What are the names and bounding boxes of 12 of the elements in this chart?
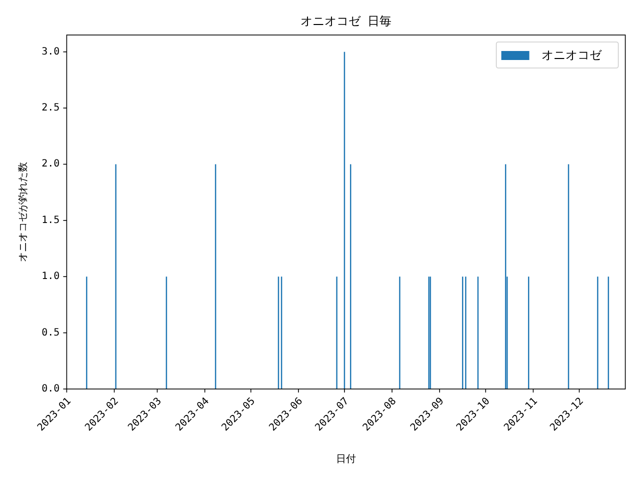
y-tick-label: 1.5: [42, 214, 60, 226]
y-axis-title: オニオコゼが釣れた数: [18, 162, 29, 262]
y-tick-label: 1.0: [42, 271, 60, 282]
x-axis-title: 日付: [336, 454, 356, 465]
y-tick-label: 2.0: [42, 158, 60, 170]
legend-label: オニオコゼ: [541, 48, 602, 62]
legend: オニオコゼ: [496, 42, 619, 68]
y-tick-label: 3.0: [42, 46, 60, 58]
y-tick-label: 2.5: [42, 102, 60, 114]
y-tick-label: 0.0: [42, 384, 60, 394]
chart-title: オニオコゼ 日毎: [300, 14, 392, 28]
y-tick-label: 0.5: [42, 327, 60, 338]
